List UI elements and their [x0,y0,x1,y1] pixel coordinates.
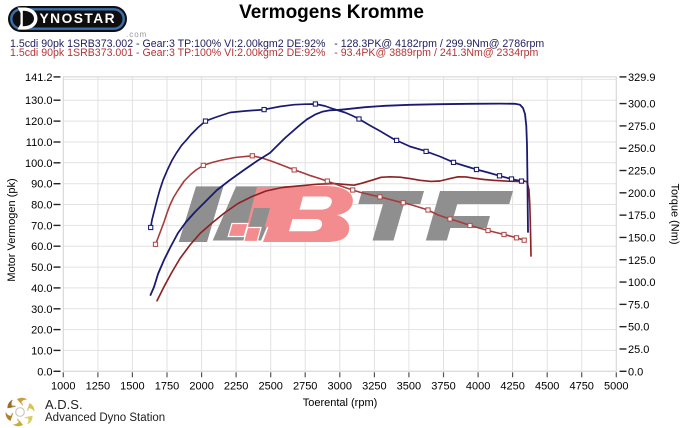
svg-text:YNOSTAR: YNOSTAR [40,11,117,26]
svg-text:50.0: 50.0 [628,322,649,334]
svg-text:75.0: 75.0 [628,299,649,311]
svg-text:1000: 1000 [51,381,75,393]
svg-text:100.0: 100.0 [628,277,656,289]
svg-text:175.0: 175.0 [628,210,656,222]
svg-text:0.0: 0.0 [628,366,643,378]
svg-text:141.2: 141.2 [25,72,53,84]
svg-text:4750: 4750 [569,381,593,393]
svg-text:80.0: 80.0 [31,200,52,212]
svg-text:4250: 4250 [500,381,524,393]
svg-text:225.0: 225.0 [628,166,656,178]
svg-text:Torque (Nm): Torque (Nm) [669,183,681,244]
svg-text:30.0: 30.0 [31,304,52,316]
svg-text:250.0: 250.0 [628,143,656,155]
svg-text:10.0: 10.0 [31,345,52,357]
svg-text:275.0: 275.0 [628,121,656,133]
svg-text:125.0: 125.0 [628,255,656,267]
svg-text:25.0: 25.0 [628,344,649,356]
svg-text:2000: 2000 [189,381,213,393]
svg-text:70.0: 70.0 [31,220,52,232]
svg-text:.com: .com [126,30,147,39]
svg-text:3000: 3000 [328,381,352,393]
svg-text:5000: 5000 [604,381,628,393]
svg-text:110.0: 110.0 [26,137,53,149]
svg-text:120.0: 120.0 [25,116,53,128]
svg-text:100.0: 100.0 [25,158,53,170]
svg-text:40.0: 40.0 [31,283,52,295]
svg-text:1250: 1250 [86,381,110,393]
svg-text:60.0: 60.0 [31,241,52,253]
svg-text:3500: 3500 [397,381,421,393]
svg-text:2500: 2500 [258,381,282,393]
svg-text:50.0: 50.0 [31,262,52,274]
svg-text:Motor Vermogen (pk): Motor Vermogen (pk) [6,178,18,281]
svg-text:329.9: 329.9 [628,72,656,84]
svg-text:2750: 2750 [293,381,317,393]
svg-text:200.0: 200.0 [628,188,656,200]
svg-text:130.0: 130.0 [25,95,53,107]
svg-text:3250: 3250 [362,381,386,393]
svg-text:4500: 4500 [535,381,559,393]
svg-text:150.0: 150.0 [628,232,656,244]
svg-text:90.0: 90.0 [31,179,52,191]
svg-text:300.0: 300.0 [628,99,656,111]
svg-text:2250: 2250 [224,381,248,393]
svg-text:20.0: 20.0 [31,325,52,337]
svg-text:0.0: 0.0 [37,366,52,378]
svg-text:3750: 3750 [431,381,455,393]
svg-text:1750: 1750 [155,381,179,393]
svg-text:Toerental (rpm): Toerental (rpm) [303,397,378,409]
svg-text:4000: 4000 [466,381,490,393]
svg-text:1500: 1500 [120,381,144,393]
